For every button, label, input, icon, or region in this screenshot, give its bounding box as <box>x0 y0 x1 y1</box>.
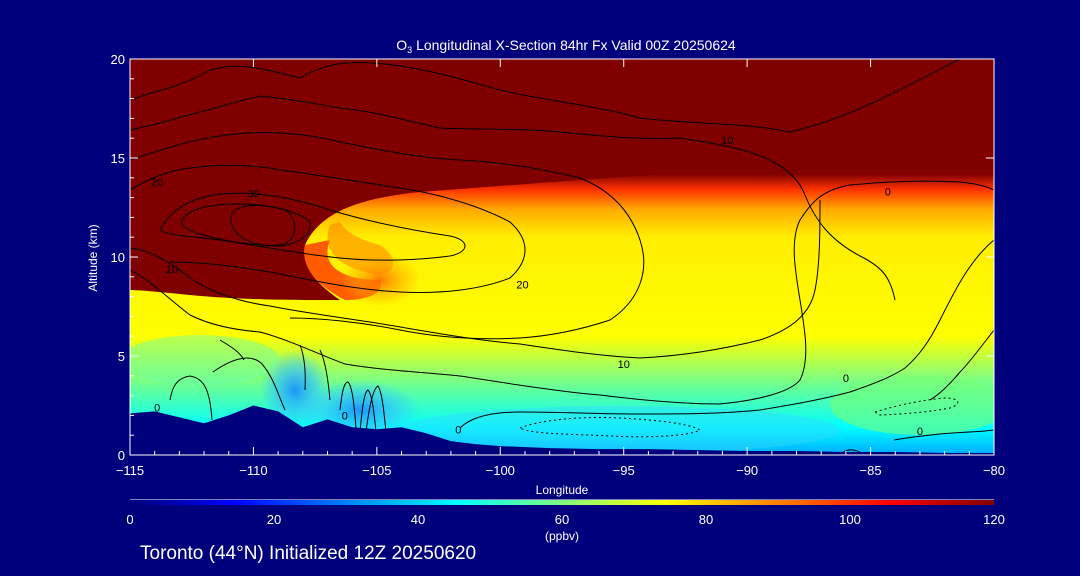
terrain-silhouette <box>130 405 994 455</box>
colorbar-ticks: 0 20 40 60 80 100 120 <box>126 512 1004 527</box>
colorbar-tick-label: 60 <box>555 512 569 527</box>
x-tick-label: −105 <box>362 463 391 478</box>
stratospheric-intrusion <box>130 59 994 300</box>
contour-line <box>130 132 645 340</box>
contour-label: 10 <box>721 135 733 147</box>
colorbar-tick-label: 0 <box>126 512 133 527</box>
contour-line <box>929 329 994 401</box>
chart-title: O3 Longitudinal X-Section 84hr Fx Valid … <box>396 37 736 55</box>
colorbar-unit: (ppbv) <box>545 529 579 543</box>
contour-line <box>212 357 286 411</box>
x-axis-label: Longitude <box>536 483 589 497</box>
contour-line <box>339 381 357 429</box>
contour-line <box>359 389 377 433</box>
contour-label: 30 <box>247 189 259 201</box>
contour-line <box>159 192 466 261</box>
dotted-contour <box>873 397 959 416</box>
dotted-contours <box>518 397 959 438</box>
green-region-2 <box>130 335 280 385</box>
cyan-region <box>400 406 840 454</box>
y-tick-label: 15 <box>111 151 125 166</box>
ozone-shading <box>130 59 994 455</box>
x-tick-label: −90 <box>736 463 758 478</box>
x-tick-label: −95 <box>613 463 635 478</box>
x-tick-label: −85 <box>860 463 882 478</box>
contour-label: 20 <box>516 280 528 292</box>
contour-line <box>130 95 896 301</box>
contour-line <box>459 239 994 429</box>
contour-line <box>319 349 331 401</box>
contour-line <box>893 429 994 441</box>
contour-label: 0 <box>455 424 461 436</box>
y-axis-label: Altitude (km) <box>86 224 100 291</box>
contour-line <box>219 339 245 361</box>
contour-label: 10 <box>618 359 630 371</box>
contour-label: 10 <box>166 264 178 276</box>
contour-line <box>365 385 387 433</box>
contour-label: 0 <box>342 410 348 422</box>
contour-line <box>130 59 961 133</box>
x-tick-label: −80 <box>983 463 1005 478</box>
orange-maximum <box>340 254 420 306</box>
contour-line <box>181 203 311 247</box>
x-tick-label: −100 <box>486 463 515 478</box>
x-tick-label: −115 <box>116 463 144 478</box>
caption-footer: Toronto (44°N) Initialized 12Z 20250620 <box>140 543 477 564</box>
colorbar-tick-label: 100 <box>839 512 861 527</box>
x-tick-label: −110 <box>239 463 267 478</box>
colorbar <box>130 500 994 505</box>
colorbar-tick-label: 120 <box>983 512 1005 527</box>
y-tick-label: 10 <box>111 250 125 265</box>
contour-label: 20 <box>151 177 163 189</box>
contour-label: 0 <box>917 426 923 438</box>
y-tick-label: 20 <box>111 52 125 67</box>
contour-labels: 0 0 0 0 0 0 10 10 10 20 20 30 <box>151 135 923 438</box>
contour-line <box>169 375 213 421</box>
contour-line <box>130 180 994 405</box>
colorbar-tick-label: 80 <box>699 512 713 527</box>
y-tick-label: 5 <box>118 349 125 364</box>
contour-label: 0 <box>843 373 849 385</box>
colorbar-tick-label: 40 <box>411 512 425 527</box>
y-axis: 0 5 10 15 20 <box>111 52 994 463</box>
contour-label: 0 <box>154 402 160 414</box>
colorbar-tick-label: 20 <box>267 512 281 527</box>
contour-line <box>230 205 296 247</box>
contour-lines <box>130 59 994 455</box>
dotted-contour <box>518 416 701 438</box>
x-axis: −115 −110 −105 −100 −95 −90 −85 −80 <box>116 59 1005 478</box>
green-region <box>830 375 994 435</box>
contour-line <box>299 344 306 391</box>
contour-line <box>130 164 526 293</box>
contour-label: 0 <box>885 187 891 199</box>
y-tick-label: 0 <box>118 448 125 463</box>
